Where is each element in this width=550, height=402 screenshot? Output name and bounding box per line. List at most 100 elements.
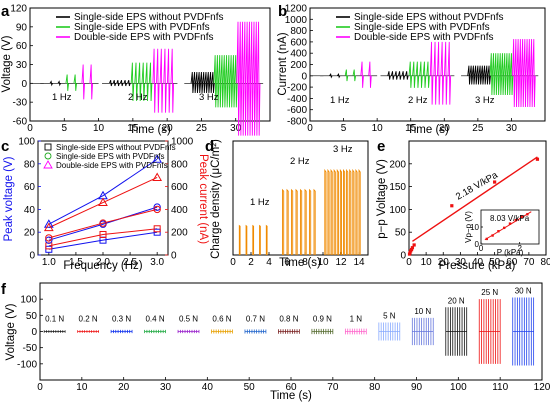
inset-point [520,215,523,218]
current-line-2 [48,177,158,229]
panel-a-ylabel: Voltage (V) [1,35,13,92]
marker-square [99,230,107,238]
panel-b-group-2-series-2 [512,39,536,108]
y-tick-label: 150 [389,182,406,193]
panel-d-3hz: 3 Hz [333,144,353,155]
force-group-2 [110,329,133,334]
x-tick-label: 1.0 [42,257,56,268]
force-group-1 [77,330,99,333]
y2-tick-label: 600 [171,182,188,193]
y-tick-label: 100 [20,295,37,306]
panel-b-group-1-series-2 [429,41,452,105]
x-tick-label: 0 [307,123,313,134]
panel-b-group-0-series-2 [360,61,372,88]
x-tick-label: 2.5 [123,257,137,268]
x-tick-label: 25 [472,123,484,134]
panel-d-xlabel: Time (s) [279,257,321,269]
legend-entry: Double-side EPS with PVDFnfs [56,161,168,170]
legend-entry: Single-side EPS without PVDFnfs [74,12,224,23]
panel-c-data [43,154,163,253]
y-tick-label: 100 [18,137,35,148]
legend-entry: Single-side EPS with PVDFnfs [56,152,165,161]
inset-data [484,211,532,241]
inset-slope: 8.03 V/kPa [490,214,530,223]
x-tick-label: 0 [27,123,33,134]
force-group-8 [311,328,334,335]
panel-a-3hz: 3 Hz [199,92,219,103]
force-label: 0.1 N [45,315,64,324]
x-tick-label: 70 [523,257,535,268]
inset-y-tick-label: 10 [470,223,479,232]
x-tick-label: 20 [438,257,450,268]
y-tick-label: 20 [24,228,36,239]
panel-label-f: f [1,281,7,298]
inset-point [485,237,488,241]
data-point [493,180,497,184]
x-tick-label: 20 [162,123,174,134]
y-tick-label: 50 [26,311,38,322]
data-point [408,251,412,255]
force-group-4 [177,329,200,334]
y-tick-label: 50 [395,228,407,239]
x-tick-label: 30 [230,123,242,134]
inset-point [508,222,512,225]
x-tick-label: 5 [341,123,347,134]
y-tick-label: -200 [287,83,307,94]
legend-entry: Single-side EPS with PVDFnfs [74,22,210,33]
force-label: 10 N [414,307,431,316]
force-group-3 [144,329,166,334]
marker-triangle [98,197,108,207]
fit-line [412,156,538,242]
panel-b: 0 5 10 15 20 25 30-800-600-400-200020040060080… [277,4,546,136]
y-tick-label: 0 [21,79,27,90]
x-tick-label: 40 [472,257,484,268]
x-tick-label: 15 [405,123,417,134]
x-tick-label: 25 [196,123,208,134]
y-tick-label: 0 [400,251,406,262]
y-tick-label: 0 [29,251,35,262]
voltage-line-1 [48,206,158,241]
panel-b-3hz: 3 Hz [475,95,495,106]
x-tick-label: 0 [230,257,236,268]
y-tick-label: 30 [16,60,28,71]
panel-a: 0 5 10 15 20 25 30 -60 -30 0 30 60 90 120 Single-side… [1,4,271,136]
panel-b-group-2-series-0 [467,65,491,85]
voltage-line-0 [48,231,158,250]
force-group-13 [478,299,501,364]
panel-b-group-1-series-0 [387,71,409,80]
y-tick-label: 60 [16,41,28,52]
legend-entry: Double-side EPS with PVDFnfs [354,32,494,43]
force-label: 0.9 N [313,315,332,324]
marker-circle [153,205,161,214]
x-tick-label: 0 [37,382,43,393]
force-label: 0.2 N [79,315,98,324]
y-tick-label: 800 [290,26,307,37]
panel-a-legend: Single-side EPS without PVDFnfsSingle-si… [56,12,224,43]
panel-a-group-2-series-1 [213,55,238,108]
x-tick-label: 10 [372,123,384,134]
panel-f-labels: 0.1 N 0.2 N 0.3 N 0.4 N 0.5 N 0.6 N 0.7 N 0.8 N… [45,287,532,324]
inset-x-tick-label: 0 [479,244,484,253]
data-point [535,157,540,161]
y2-tick-label: 1000 [171,137,194,148]
x-tick-label: 0 [406,257,412,268]
x-tick-label: 40 [202,382,214,393]
x-tick-label: 14 [353,257,365,268]
marker-triangle [43,222,54,232]
panel-b-ylabel: Current (nA) [277,32,289,95]
marker-circle [153,203,161,211]
y-tick-label: 0 [301,71,307,82]
panel-b-group-2-series-1 [489,53,514,96]
marker-triangle [43,219,54,228]
y2-tick-label: 200 [171,228,188,239]
panel-label-b: b [278,3,287,20]
inset-point [514,219,517,222]
x-tick-label: 80 [540,257,550,268]
x-tick-label: 110 [492,382,508,393]
panel-f: 0 10 20 30 40 50 60 70 80 90 100 110 120 -100 -50 0 50 10… [5,282,550,402]
force-group-14 [512,297,535,366]
panel-a-data [30,21,264,136]
panel-f-ticks: 0 10 20 30 40 50 60 70 80 90 100 110 120 -100 -50 0 50 10… [17,295,550,393]
marker-triangle [152,154,163,163]
